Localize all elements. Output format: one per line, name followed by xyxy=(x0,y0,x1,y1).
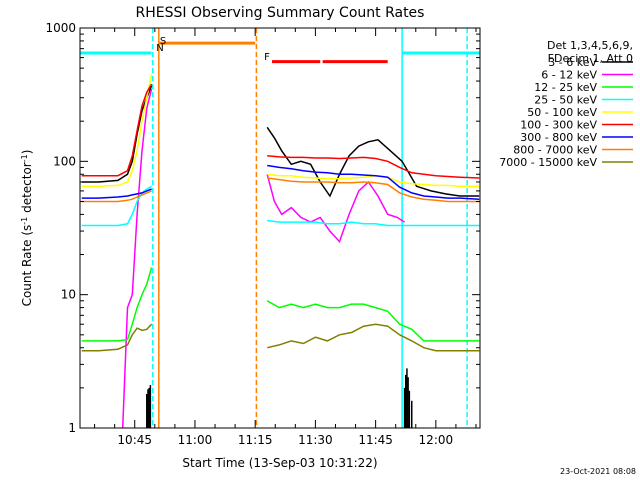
x-tick-label: 12:00 xyxy=(419,433,454,447)
legend-label: 300 - 800 keV xyxy=(520,131,597,144)
series-line-2-seg-1 xyxy=(121,88,153,428)
legend-label: 7000 - 15000 keV xyxy=(499,156,597,169)
y-label-post: ) xyxy=(20,150,34,155)
series-line-8-seg-2 xyxy=(267,177,480,203)
x-tick-label: 11:45 xyxy=(358,433,393,447)
axes: 10:45 11:00 11:15 11:30 11:45 12:00 1 10 100 1000 xyxy=(45,21,480,447)
plot-area: SN F xyxy=(80,28,480,428)
y-label-sup1: -1 xyxy=(20,217,29,225)
x-tick-label: 10:45 xyxy=(117,433,152,447)
series-line-6-seg-1 xyxy=(81,83,153,177)
y-tick-label: 100 xyxy=(53,154,76,168)
y-label-sup2: -1 xyxy=(20,154,29,162)
legend-label: 3 - 6 keV xyxy=(548,56,597,69)
legend-label: 100 - 300 keV xyxy=(520,119,597,132)
series-line-7-seg-2 xyxy=(267,164,480,200)
series-line-3-seg-1 xyxy=(81,267,153,342)
series-line-5-seg-1 xyxy=(81,74,153,188)
generation-timestamp: 23-Oct-2021 08:08 xyxy=(560,467,636,476)
series-line-3-seg-2 xyxy=(266,300,480,342)
legend-label: 6 - 12 keV xyxy=(541,69,597,82)
legend: Det 1,3,4,5,6,9, FDecim 1, Att 0 3 - 6 k… xyxy=(499,39,633,169)
flare-marker: F xyxy=(264,52,270,63)
x-tick-label: 11:00 xyxy=(178,433,213,447)
y-axis-label: Count Rate (s-1 detector-1) xyxy=(20,150,34,307)
legend-label: 50 - 100 keV xyxy=(527,106,597,119)
legend-header-1: Det 1,3,4,5,6,9, xyxy=(547,39,633,52)
series-line-5-seg-2 xyxy=(267,173,480,188)
night-marker: N xyxy=(156,43,163,54)
x-tick-label: 11:30 xyxy=(298,433,333,447)
y-tick-label: 10 xyxy=(61,288,76,302)
plot-inner xyxy=(80,28,480,428)
saa-start-marker: S xyxy=(160,36,166,47)
series-line-1-seg-2 xyxy=(266,126,480,198)
series-line-2-seg-2 xyxy=(266,174,405,244)
series-line-4-seg-1 xyxy=(81,185,152,227)
series-line-9-seg-2 xyxy=(267,323,480,352)
legend-label: 800 - 7000 keV xyxy=(513,144,597,157)
y-label-pre: Count Rate (s xyxy=(20,225,34,307)
series-line-7-seg-1 xyxy=(81,188,152,199)
y-tick-label: 1 xyxy=(68,421,76,435)
series-line-9-seg-1 xyxy=(81,323,153,352)
chart-title: RHESSI Observing Summary Count Rates xyxy=(136,5,425,21)
series-line-6-seg-2 xyxy=(267,155,480,179)
y-label-mid: detector xyxy=(20,162,34,217)
y-tick-label: 1000 xyxy=(45,21,76,35)
series-line-8-seg-1 xyxy=(81,190,152,203)
x-axis-label: Start Time (13-Sep-03 10:31:22) xyxy=(182,456,377,470)
legend-label: 12 - 25 keV xyxy=(534,81,597,94)
plot-frame xyxy=(79,27,481,429)
series-line-4-seg-2 xyxy=(267,219,480,227)
legend-label: 25 - 50 keV xyxy=(534,94,597,107)
x-tick-label: 11:15 xyxy=(238,433,273,447)
